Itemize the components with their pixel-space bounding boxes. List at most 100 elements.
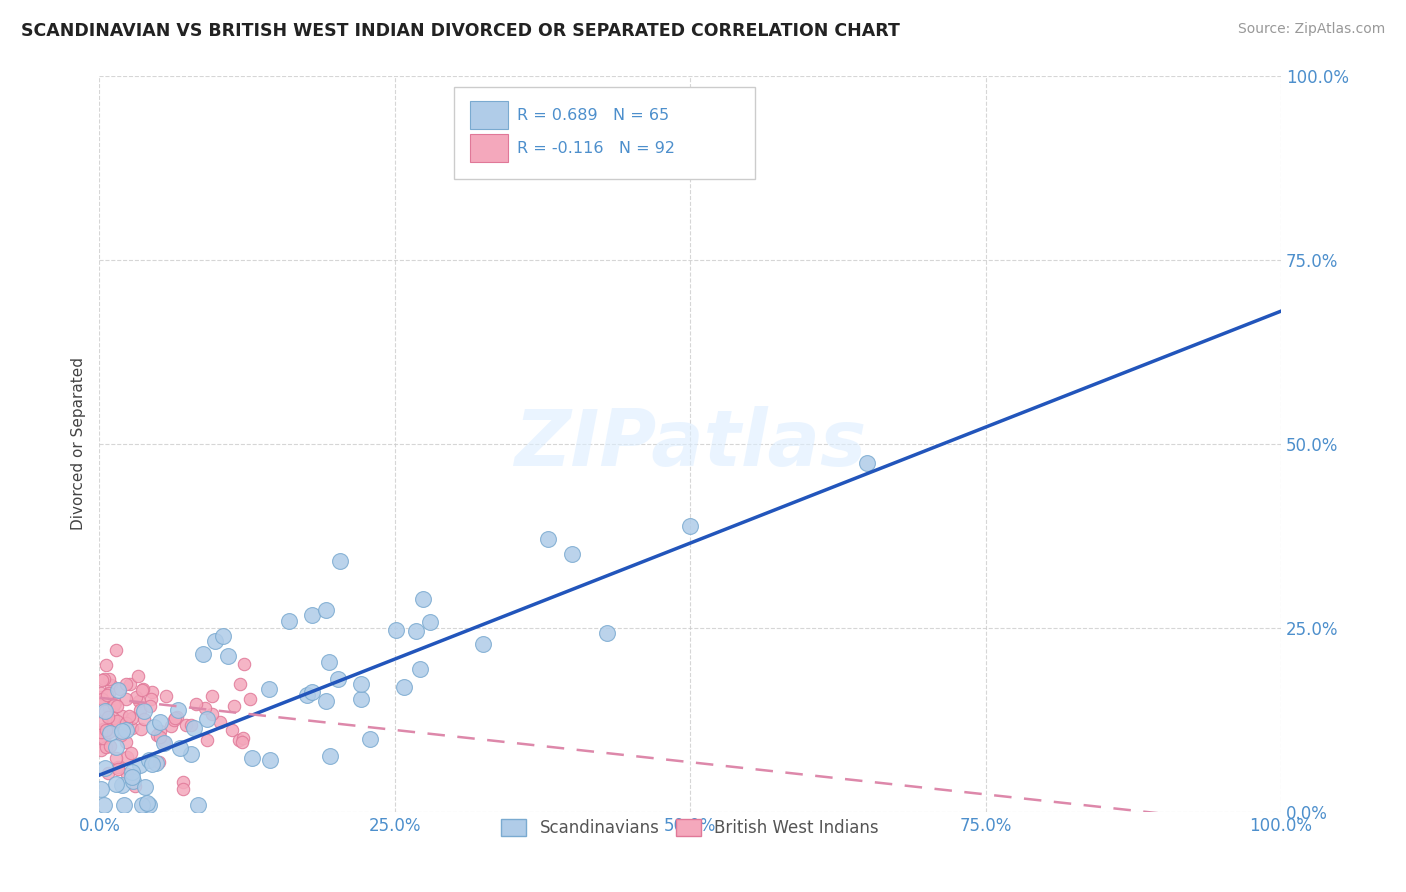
- Text: Source: ZipAtlas.com: Source: ZipAtlas.com: [1237, 22, 1385, 37]
- Point: [121, 721, 143, 735]
- Point: [100, 715, 122, 730]
- Point: [90, 781, 112, 796]
- Point: [139, 699, 162, 714]
- Point: [131, 683, 153, 698]
- Point: [98, 725, 121, 739]
- Point: [128, 703, 150, 717]
- Point: [122, 774, 145, 789]
- Text: R = 0.689   N = 65: R = 0.689 N = 65: [516, 108, 669, 123]
- Point: [97, 766, 120, 780]
- Point: [141, 756, 163, 771]
- Point: [104, 696, 127, 710]
- Point: [98, 726, 121, 740]
- Point: [115, 715, 138, 730]
- Point: [141, 692, 163, 706]
- Point: [100, 678, 122, 692]
- FancyBboxPatch shape: [471, 102, 508, 129]
- Point: [419, 615, 441, 629]
- Point: [233, 657, 256, 672]
- Point: [93, 704, 115, 718]
- FancyBboxPatch shape: [454, 87, 755, 178]
- Point: [124, 779, 146, 793]
- Point: [172, 774, 194, 789]
- Point: [91, 731, 114, 746]
- Point: [120, 676, 142, 690]
- Point: [94, 760, 117, 774]
- Point: [183, 722, 205, 736]
- Point: [114, 734, 136, 748]
- Point: [392, 680, 415, 694]
- Point: [143, 720, 166, 734]
- Point: [90, 716, 112, 731]
- Point: [259, 753, 281, 767]
- Point: [104, 740, 127, 755]
- Point: [149, 723, 172, 738]
- Text: ZIPatlas: ZIPatlas: [515, 406, 866, 482]
- Point: [93, 797, 115, 812]
- Point: [120, 746, 142, 760]
- Point: [93, 672, 115, 686]
- Point: [96, 740, 118, 755]
- Point: [194, 701, 217, 715]
- Point: [108, 681, 131, 696]
- Point: [107, 683, 129, 698]
- Point: [115, 750, 138, 764]
- Point: [315, 694, 337, 708]
- Point: [350, 691, 373, 706]
- Point: [98, 672, 121, 686]
- Point: [98, 686, 121, 700]
- Point: [240, 751, 263, 765]
- Point: [104, 643, 127, 657]
- Point: [319, 749, 342, 764]
- Point: [134, 704, 156, 718]
- Point: [561, 548, 583, 562]
- Point: [221, 723, 243, 737]
- Point: [115, 767, 138, 781]
- Point: [121, 711, 143, 725]
- Point: [232, 731, 254, 745]
- Point: [132, 712, 155, 726]
- Point: [125, 690, 148, 704]
- Point: [90, 690, 112, 705]
- Point: [145, 756, 167, 771]
- Point: [129, 758, 152, 772]
- Point: [472, 637, 495, 651]
- Point: [239, 692, 262, 706]
- Point: [596, 625, 619, 640]
- Point: [169, 740, 191, 755]
- Point: [103, 716, 125, 731]
- Point: [195, 712, 218, 726]
- Point: [138, 797, 160, 812]
- Point: [201, 707, 224, 722]
- Point: [148, 756, 170, 770]
- Point: [90, 742, 112, 756]
- Point: [295, 688, 318, 702]
- Point: [118, 709, 141, 723]
- Point: [94, 723, 117, 738]
- Point: [328, 672, 350, 686]
- Point: [132, 681, 155, 696]
- Point: [301, 607, 323, 622]
- Point: [318, 655, 340, 669]
- Point: [155, 690, 177, 704]
- Point: [172, 782, 194, 797]
- Point: [162, 713, 184, 727]
- Point: [217, 648, 239, 663]
- Point: [127, 668, 149, 682]
- Point: [101, 716, 124, 731]
- Point: [121, 771, 143, 785]
- Point: [350, 677, 373, 691]
- Point: [105, 777, 128, 791]
- Point: [166, 702, 188, 716]
- Point: [97, 701, 120, 715]
- Point: [180, 747, 202, 761]
- Point: [101, 711, 124, 725]
- Point: [146, 728, 169, 742]
- Point: [90, 691, 112, 706]
- Point: [98, 739, 121, 754]
- Text: SCANDINAVIAN VS BRITISH WEST INDIAN DIVORCED OR SEPARATED CORRELATION CHART: SCANDINAVIAN VS BRITISH WEST INDIAN DIVO…: [21, 22, 900, 40]
- Point: [224, 698, 246, 713]
- Point: [97, 710, 120, 724]
- Point: [187, 797, 209, 812]
- Point: [90, 686, 112, 700]
